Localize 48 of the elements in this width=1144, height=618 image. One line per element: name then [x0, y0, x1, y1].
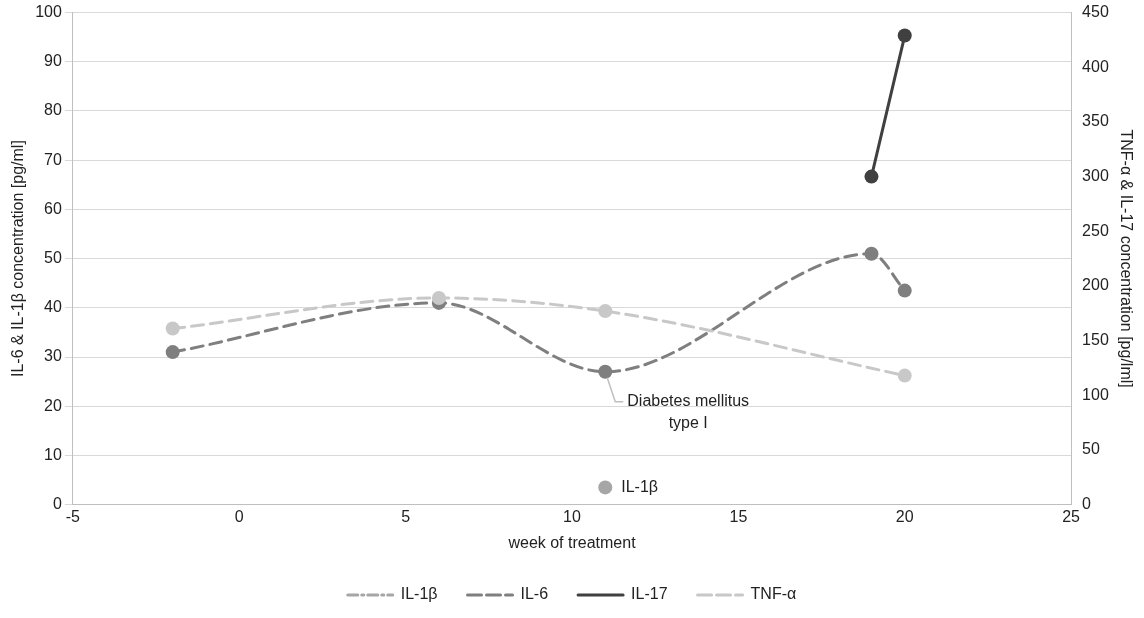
x-tick-label: 15 — [729, 507, 748, 525]
y-tick-label: 80 — [44, 101, 62, 119]
point — [897, 368, 912, 383]
legend-label: IL-1β — [400, 585, 438, 603]
x-tick-label: 5 — [401, 507, 411, 525]
x-tick-label: 10 — [563, 507, 581, 525]
y2-tick-label: 300 — [1082, 167, 1109, 185]
y-tick-label: 60 — [44, 199, 62, 217]
point — [897, 28, 912, 43]
y-tick-label: 20 — [44, 396, 62, 414]
x-tick-label: 0 — [234, 507, 244, 525]
y2-tick-label: 450 — [1082, 3, 1109, 21]
y2-tick-label: 0 — [1082, 495, 1092, 513]
x-tick-label: -5 — [65, 507, 81, 525]
point — [864, 246, 879, 261]
x-tick-label: 20 — [895, 507, 914, 525]
y-tick-label: 10 — [44, 445, 62, 463]
annotation: IL-1β — [621, 477, 659, 495]
point — [864, 169, 879, 184]
y-tick-label: 100 — [35, 3, 62, 21]
legend-label: TNF-α — [750, 585, 797, 603]
y2-tick-label: 50 — [1082, 440, 1100, 458]
y2-tick-label: 200 — [1082, 276, 1109, 294]
point — [165, 345, 180, 360]
x-tick-label: 25 — [1062, 507, 1081, 525]
y-tick-label: 30 — [44, 347, 62, 365]
y-tick-label: 70 — [44, 150, 62, 168]
y-tick-label: 40 — [44, 298, 62, 316]
annotation: Diabetes mellitus type I — [627, 392, 750, 432]
x-axis-title: week of treatment — [507, 533, 637, 551]
point — [598, 364, 613, 379]
point — [165, 321, 180, 336]
legend-label: IL-17 — [631, 585, 668, 603]
point — [598, 480, 613, 495]
y-tick-label: 50 — [44, 249, 62, 267]
point — [598, 304, 613, 319]
point — [897, 283, 912, 298]
y2-tick-label: 250 — [1082, 221, 1109, 239]
y2-tick-label: 100 — [1082, 385, 1109, 403]
y-axis-title: IL-6 & IL-1β concentration [pg/ml] — [9, 140, 27, 378]
y2-tick-label: 350 — [1082, 112, 1109, 130]
y2-tick-label: 400 — [1082, 57, 1109, 75]
point — [431, 290, 446, 305]
y-tick-label: 90 — [44, 52, 62, 70]
legend-label: IL-6 — [520, 585, 549, 603]
y2-tick-label: 150 — [1082, 331, 1109, 349]
y2-axis-title: TNF-α & IL-17 concentration [pg/lml] — [1117, 129, 1135, 388]
y-tick-label: 0 — [52, 495, 62, 513]
